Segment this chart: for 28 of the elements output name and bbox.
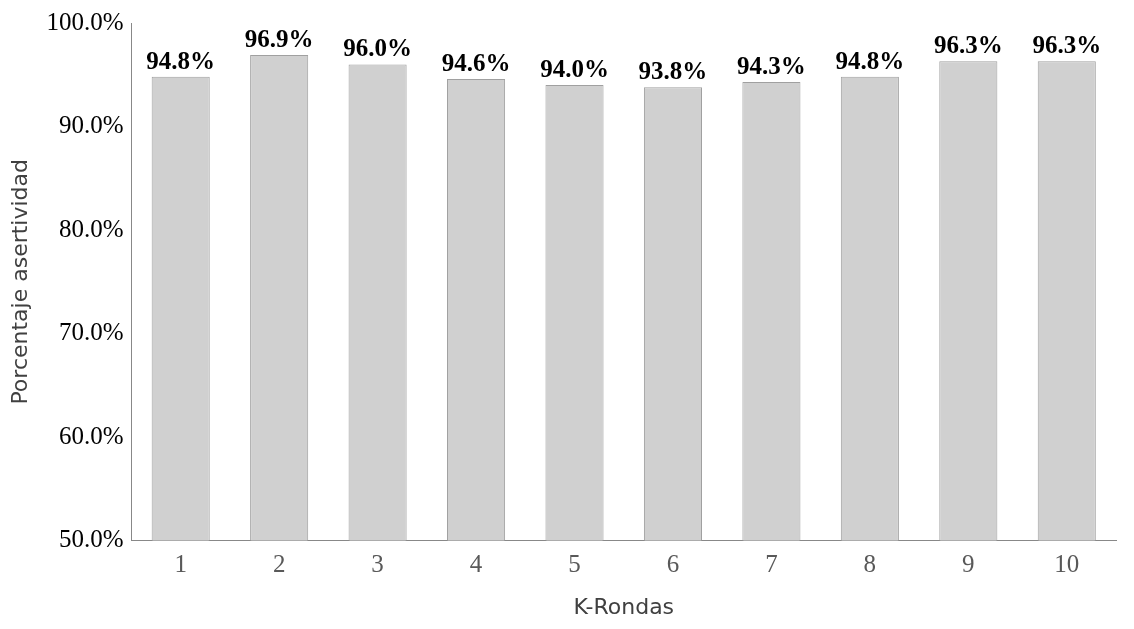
data-label: 96.3% bbox=[1032, 31, 1102, 59]
x-tick-label: 2 bbox=[272, 550, 286, 578]
data-label: 96.3% bbox=[933, 31, 1003, 59]
x-tick-label: 3 bbox=[371, 550, 384, 578]
data-label: 94.0% bbox=[540, 55, 609, 83]
y-tick-label: 90.0% bbox=[58, 111, 124, 139]
y-tick-label: 50.0% bbox=[58, 525, 124, 553]
y-tick-label: 60.0% bbox=[58, 421, 124, 449]
x-axis-title: K-Rondas bbox=[573, 593, 675, 619]
data-label: 94.6% bbox=[441, 48, 511, 76]
x-tick-label: 9 bbox=[962, 550, 975, 578]
data-label: 94.8% bbox=[146, 46, 216, 74]
data-label: 94.8% bbox=[835, 46, 905, 74]
x-tick-label: 8 bbox=[863, 550, 877, 578]
data-label: 93.8% bbox=[638, 57, 708, 85]
y-tick-label: 70.0% bbox=[58, 318, 124, 346]
data-label: 96.0% bbox=[343, 34, 412, 62]
x-tick-label: 5 bbox=[568, 550, 581, 578]
y-axis-title: Porcentaje asertividad bbox=[6, 158, 32, 405]
y-tick-label: 80.0% bbox=[58, 214, 124, 242]
y-tick-label: 100.0% bbox=[46, 7, 124, 35]
data-label: 96.9% bbox=[244, 25, 314, 53]
x-tick-label: 1 bbox=[174, 550, 187, 578]
x-tick-label: 6 bbox=[666, 550, 680, 578]
x-tick-label: 7 bbox=[765, 550, 778, 578]
x-tick-label: 10 bbox=[1054, 550, 1080, 578]
x-tick-label: 4 bbox=[469, 550, 483, 578]
data-label: 94.3% bbox=[737, 51, 806, 79]
